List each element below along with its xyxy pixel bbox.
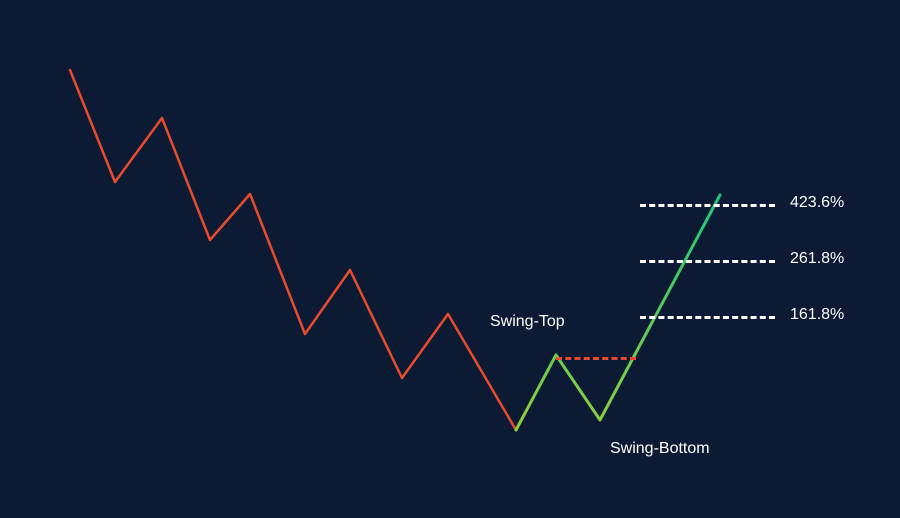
price-lines-svg — [0, 0, 900, 518]
downtrend-line — [70, 70, 516, 430]
fib-level-line — [640, 204, 775, 207]
swing-top-dash-line — [556, 357, 636, 360]
swing-bottom-label: Swing-Bottom — [610, 440, 710, 458]
fibonacci-extension-chart: Swing-Top Swing-Bottom 161.8% 261.8% 423.6… — [0, 0, 900, 518]
fib-level-line — [640, 260, 775, 263]
swing-top-label: Swing-Top — [490, 313, 565, 331]
fib-level-label: 161.8% — [790, 306, 844, 324]
fib-level-label: 261.8% — [790, 250, 844, 268]
fib-level-line — [640, 316, 775, 319]
fib-level-label: 423.6% — [790, 194, 844, 212]
